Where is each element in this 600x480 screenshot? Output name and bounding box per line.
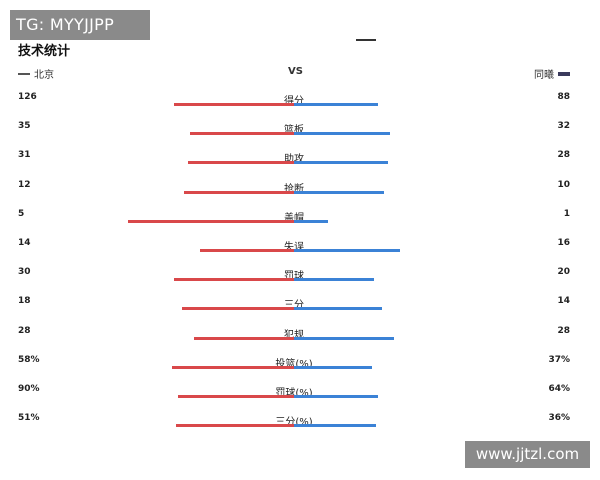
stat-label: 抢断 <box>284 183 304 195</box>
stat-bar-right <box>294 424 376 428</box>
stat-bar-left <box>174 103 294 106</box>
stat-bar-right <box>294 249 400 252</box>
divider <box>356 39 376 41</box>
stat-row: 58% 投篮(%) 37% <box>18 355 570 384</box>
team-left: 北京 <box>18 66 54 81</box>
stat-bar-right <box>294 103 378 106</box>
team-logo-icon <box>18 71 30 77</box>
stat-left-value: 14 <box>18 238 31 248</box>
stat-right-value: 10 <box>557 179 570 190</box>
team-header: 北京 VS 同曦 <box>18 66 570 82</box>
stat-bar-left <box>190 132 294 136</box>
stat-bar-left <box>172 365 294 369</box>
stat-row: 14 失误 16 <box>18 238 570 267</box>
stat-row: 5 盖帽 1 <box>18 209 570 238</box>
stat-bar-right <box>294 278 374 282</box>
stat-right-value: 14 <box>557 296 570 307</box>
stat-bar-right <box>294 365 372 369</box>
stat-bar-right <box>294 336 394 340</box>
stat-label: 罚球(%) <box>275 388 313 399</box>
stat-right-value: 32 <box>557 121 570 132</box>
stat-bar-right <box>294 307 382 311</box>
team-logo-icon <box>558 71 570 77</box>
stat-row: 30 罚球 20 <box>18 267 570 296</box>
stat-left-value: 28 <box>18 325 31 336</box>
stat-row: 12 抢断 10 <box>18 180 570 209</box>
stat-right-value: 1 <box>563 208 570 219</box>
stat-bar-left <box>188 161 294 165</box>
stat-right-value: 28 <box>557 325 570 336</box>
page-title: 技术统计 <box>18 44 71 59</box>
stat-label: 失误 <box>284 242 304 253</box>
stat-left-value: 12 <box>18 179 31 190</box>
watermark-top: TG: MYYJJPP <box>10 10 150 40</box>
team-right-name: 同曦 <box>534 70 554 81</box>
stat-left-value: 51% <box>18 413 40 424</box>
stat-row: 35 篮板 32 <box>18 121 570 150</box>
stat-left-value: 126 <box>18 92 37 102</box>
stat-label: 篮板 <box>284 125 304 137</box>
stats-card <box>10 10 590 470</box>
stat-bar-left <box>184 190 294 194</box>
watermark-bottom: www.jjtzl.com <box>465 441 590 468</box>
stat-left-value: 18 <box>18 296 31 307</box>
stat-right-value: 20 <box>557 267 570 278</box>
stat-label: 盖帽 <box>284 212 304 224</box>
stat-label: 犯规 <box>284 329 304 341</box>
stat-bar-left <box>174 278 294 282</box>
stat-bar-left <box>194 336 294 340</box>
stat-right-value: 88 <box>557 92 570 102</box>
vs-label: VS <box>288 66 303 77</box>
team-right: 同曦 <box>534 66 570 81</box>
stat-label: 投篮(%) <box>275 358 313 370</box>
stat-row: 51% 三分(%) 36% <box>18 413 570 442</box>
stat-left-value: 58% <box>18 354 40 365</box>
stat-right-value: 64% <box>548 384 570 394</box>
stat-right-value: 36% <box>548 413 570 424</box>
stat-label: 助攻 <box>284 154 304 166</box>
stat-row: 28 犯规 28 <box>18 326 570 355</box>
stat-label: 三分 <box>284 300 304 312</box>
stat-label: 罚球 <box>284 271 304 283</box>
stat-bar-right <box>294 219 328 223</box>
stat-row: 126 得分 88 <box>18 92 570 121</box>
stat-left-value: 31 <box>18 150 31 161</box>
stat-right-value: 37% <box>548 354 570 365</box>
stat-row: 90% 罚球(%) 64% <box>18 384 570 413</box>
stat-row: 18 三分 14 <box>18 296 570 325</box>
stat-left-value: 30 <box>18 267 31 278</box>
stat-bar-right <box>294 395 378 398</box>
stat-left-value: 90% <box>18 384 40 394</box>
stat-right-value: 16 <box>557 238 570 248</box>
stat-bar-left <box>178 395 294 398</box>
stat-bar-left <box>182 307 294 311</box>
stat-right-value: 28 <box>557 150 570 161</box>
stat-left-value: 5 <box>18 208 25 219</box>
stat-label: 得分 <box>284 96 304 107</box>
stat-bar-right <box>294 132 390 136</box>
stat-bar-left <box>176 424 294 428</box>
stat-bar-right <box>294 190 384 194</box>
stat-bar-left <box>128 219 294 223</box>
stat-row: 31 助攻 28 <box>18 150 570 179</box>
stat-left-value: 35 <box>18 121 31 132</box>
stat-label: 三分(%) <box>275 417 313 429</box>
team-left-name: 北京 <box>34 70 54 81</box>
stat-bar-left <box>200 249 294 252</box>
stat-bar-right <box>294 161 388 165</box>
